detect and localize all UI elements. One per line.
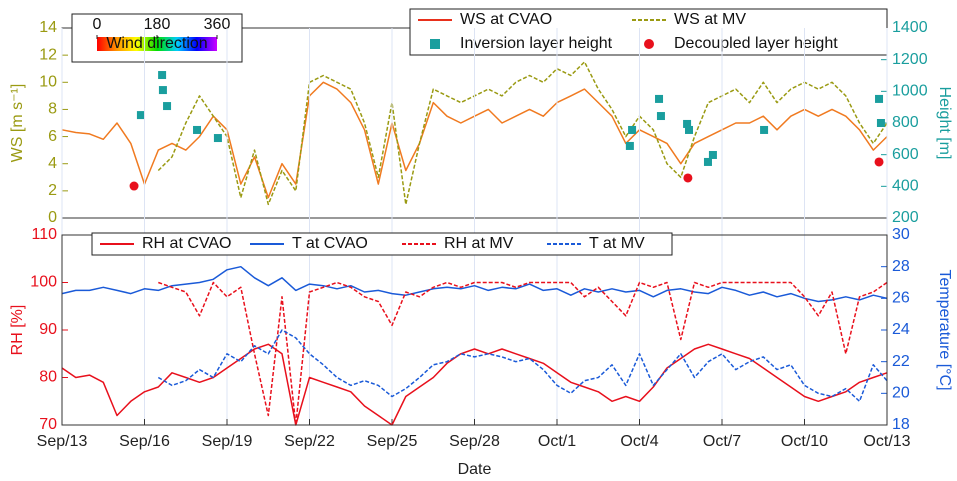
point: [708, 150, 717, 159]
x-tick-label: Oct/1: [538, 433, 576, 450]
x-tick-label: Oct/7: [703, 433, 741, 450]
y2-tick-label: 200: [892, 209, 919, 226]
y-tick-label: 0: [48, 209, 57, 226]
y-tick-label: 4: [48, 155, 57, 172]
legend-label: RH at MV: [444, 235, 514, 252]
point: [875, 94, 884, 103]
point: [158, 71, 167, 80]
point: [656, 112, 665, 121]
series-line: [61, 343, 888, 426]
point: [628, 125, 637, 134]
y2-tick-label: 800: [892, 114, 919, 131]
y2-tick-label: 18: [892, 416, 910, 433]
legend-marker: [644, 39, 654, 49]
y2-tick-label: 400: [892, 178, 919, 195]
point: [158, 86, 167, 95]
y-tick-label: 12: [39, 46, 57, 63]
y2-tick-label: 30: [892, 226, 910, 243]
point: [683, 173, 693, 183]
point: [655, 94, 664, 103]
y2-tick-label: 1400: [892, 19, 928, 36]
series-line: [157, 329, 888, 403]
point: [703, 157, 712, 166]
y-tick-label: 8: [48, 101, 57, 118]
legend-marker: [430, 39, 440, 49]
y2-tick-label: 26: [892, 290, 910, 307]
point: [760, 125, 769, 134]
y2-tick-label: 1200: [892, 51, 928, 68]
y2-tick-label: 600: [892, 146, 919, 163]
y-axis-title: RH [%]: [9, 305, 26, 356]
legend-box: [91, 232, 673, 256]
y2-axis-title: Temperature [°C]: [936, 269, 953, 390]
colorbar-label: Wind direction: [106, 35, 207, 52]
y-tick-label: 70: [39, 416, 57, 433]
y-tick-label: 110: [31, 226, 57, 243]
x-tick-label: Oct/13: [863, 433, 910, 450]
legend-label: T at MV: [589, 235, 645, 252]
x-tick-label: Sep/16: [119, 433, 170, 450]
colorbar: [97, 37, 217, 51]
x-tick-label: Oct/10: [781, 433, 828, 450]
legend-label: Inversion layer height: [460, 35, 613, 52]
y-tick-label: 10: [39, 74, 57, 91]
x-axis-title: Date: [458, 461, 492, 478]
y2-tick-label: 28: [892, 258, 910, 275]
x-tick-label: Sep/25: [367, 433, 418, 450]
point: [625, 141, 634, 150]
point: [874, 157, 884, 167]
y-tick-label: 90: [39, 321, 57, 338]
x-tick-label: Sep/13: [37, 433, 88, 450]
y2-axis-title: Height [m]: [936, 87, 953, 160]
legend-label: Decoupled layer height: [674, 35, 838, 52]
legend-label: RH at CVAO: [142, 235, 232, 252]
colorbar-tick-label: 360: [204, 16, 231, 33]
colorbar-tick-label: 180: [144, 16, 171, 33]
point: [876, 119, 885, 127]
point: [685, 125, 693, 134]
series-line: [61, 265, 888, 303]
y-tick-label: 14: [39, 19, 57, 36]
y-tick-label: 6: [48, 128, 57, 145]
y2-tick-label: 22: [892, 353, 910, 370]
y-axis-title: WS [m s⁻¹]: [9, 84, 26, 163]
y2-tick-label: 24: [892, 321, 910, 338]
point: [683, 119, 692, 128]
y2-tick-label: 20: [892, 385, 910, 402]
legend-label: WS at MV: [674, 11, 746, 28]
legend-label: WS at CVAO: [460, 11, 552, 28]
point: [129, 181, 139, 191]
x-tick-label: Sep/19: [202, 433, 253, 450]
point: [136, 111, 145, 120]
y-tick-label: 2: [48, 182, 57, 199]
point: [163, 102, 172, 111]
point: [213, 134, 222, 143]
x-tick-label: Sep/22: [284, 433, 335, 450]
series-line: [158, 281, 888, 426]
x-tick-label: Oct/4: [620, 433, 658, 450]
legend-label: T at CVAO: [292, 235, 368, 252]
y2-tick-label: 1000: [892, 83, 928, 100]
colorbar-tick-label: 0: [93, 16, 102, 33]
x-tick-label: Sep/28: [449, 433, 500, 450]
y-tick-label: 80: [39, 369, 57, 386]
point: [193, 125, 202, 134]
y-tick-label: 100: [30, 274, 57, 291]
series-line: [157, 61, 888, 206]
